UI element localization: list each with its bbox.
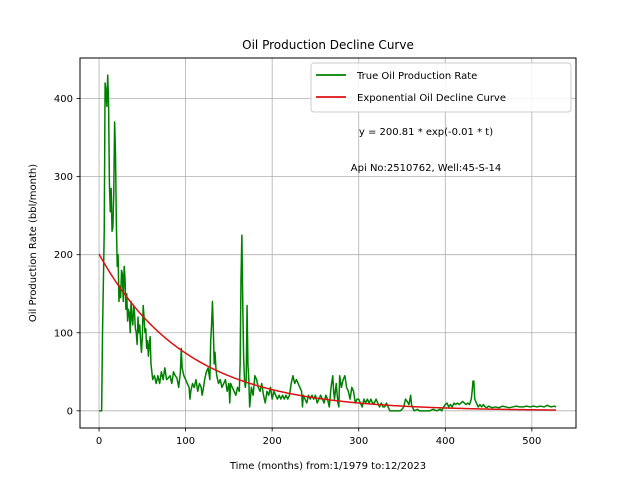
equation-annotation: y = 200.81 * exp(-0.01 * t) xyxy=(359,127,493,138)
legend-label-exponential: Exponential Oil Decline Curve xyxy=(357,93,506,104)
plot-frame xyxy=(79,57,577,429)
x-tick-label: 100 xyxy=(176,436,195,447)
x-tick-label: 0 xyxy=(96,436,102,447)
series-layer xyxy=(98,74,557,412)
well-annotation: Api No:2510762, Well:45-S-14 xyxy=(351,163,501,174)
y-tick-label: 100 xyxy=(54,328,73,339)
series-true-production-rate xyxy=(99,74,557,412)
x-tick-label: 300 xyxy=(349,436,368,447)
grid xyxy=(80,58,576,428)
ticks: 0 100 200 300 400 500 0 100 200 300 400 xyxy=(54,94,541,447)
chart-title: Oil Production Decline Curve xyxy=(242,38,414,52)
y-tick-label: 200 xyxy=(54,250,73,261)
x-tick-label: 500 xyxy=(522,436,541,447)
x-tick-label: 400 xyxy=(436,436,455,447)
series-exponential-decline xyxy=(98,253,557,411)
legend: True Oil Production Rate Exponential Oil… xyxy=(310,62,572,113)
y-tick-label: 400 xyxy=(54,94,73,105)
x-axis-label: Time (months) from:1/1979 to:12/2023 xyxy=(229,461,426,472)
y-axis-label: Oil Production Rate (bbl/month) xyxy=(28,164,39,322)
y-tick-label: 300 xyxy=(54,172,73,183)
y-tick-label: 0 xyxy=(67,406,73,417)
x-tick-label: 200 xyxy=(263,436,282,447)
legend-label-true-rate: True Oil Production Rate xyxy=(356,71,477,82)
legend-box xyxy=(310,62,572,113)
